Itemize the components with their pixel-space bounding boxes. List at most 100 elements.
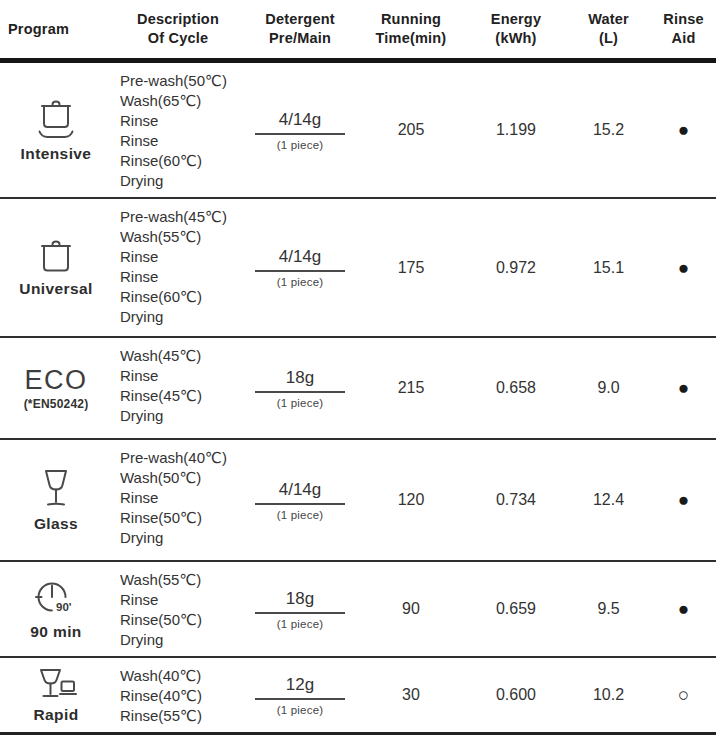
water-cell: 9.5 <box>566 600 651 618</box>
cycle-step: Rinse <box>120 131 244 151</box>
cycle-step: Drying <box>120 307 244 327</box>
cycle-cell: Wash(45℃) Rinse Rinse(45℃) Drying <box>112 338 244 438</box>
header-line: Description <box>112 10 244 29</box>
rinse-aid-cell: ● <box>651 258 716 278</box>
table-row: Intensive Pre-wash(50℃) Wash(65℃) Rinse … <box>0 63 716 199</box>
running-time-cell: 30 <box>356 686 466 704</box>
cycle-step: Rinse(60℃) <box>120 151 244 171</box>
water-cell: 12.4 <box>566 491 651 509</box>
cycle-step: Drying <box>120 630 244 650</box>
cycle-step: Wash(55℃) <box>120 227 244 247</box>
rinse-aid-dot: ○ <box>678 684 689 705</box>
header-line: Running <box>356 10 466 29</box>
intensive-pot-on-plate-icon <box>33 98 79 142</box>
cycle-step: Rinse(40℃) <box>120 686 244 706</box>
detergent-cell: 18g (1 piece) <box>244 368 356 409</box>
cycle-step: Pre-wash(45℃) <box>120 207 244 227</box>
running-time-cell: 205 <box>356 121 466 139</box>
water-cell: 15.2 <box>566 121 651 139</box>
header-line: Water <box>566 10 651 29</box>
detergent-amount: 4/14g <box>255 247 345 272</box>
cycle-cell: Pre-wash(50℃) Wash(65℃) Rinse Rinse Rins… <box>112 63 244 197</box>
detergent-amount: 18g <box>255 368 345 393</box>
header-rinse-aid: Rinse Aid <box>651 10 716 48</box>
header-line: Rinse <box>651 10 716 29</box>
rinse-aid-cell: ● <box>651 490 716 510</box>
header-line: Pre/Main <box>244 29 356 48</box>
rinse-aid-cell: ○ <box>651 685 716 705</box>
program-cell: ECO (*EN50242) <box>0 366 112 411</box>
cycle-step: Wash(40℃) <box>120 666 244 686</box>
cycle-step: Wash(55℃) <box>120 570 244 590</box>
rinse-aid-cell: ● <box>651 378 716 398</box>
detergent-cell: 4/14g (1 piece) <box>244 480 356 521</box>
header-line: Detergent <box>244 10 356 29</box>
detergent-amount: 4/14g <box>255 110 345 135</box>
detergent-note: (1 piece) <box>244 397 356 409</box>
universal-pot-icon <box>33 237 79 277</box>
program-name: Rapid <box>33 706 78 724</box>
rinse-aid-dot: ● <box>678 119 689 140</box>
header-detergent: Detergent Pre/Main <box>244 10 356 48</box>
header-line: Time(min) <box>356 29 466 48</box>
table-row: ECO (*EN50242) Wash(45℃) Rinse Rinse(45℃… <box>0 338 716 440</box>
cycle-step: Wash(50℃) <box>120 468 244 488</box>
energy-cell: 0.600 <box>466 686 566 704</box>
cycle-step: Drying <box>120 406 244 426</box>
detergent-amount: 4/14g <box>255 480 345 505</box>
program-cell: Universal <box>0 237 112 298</box>
program-cell: Glass <box>0 468 112 533</box>
program-name: Universal <box>19 280 92 298</box>
detergent-note: (1 piece) <box>244 276 356 288</box>
rinse-aid-cell: ● <box>651 120 716 140</box>
cycle-step: Wash(45℃) <box>120 346 244 366</box>
rinse-aid-dot: ● <box>678 377 689 398</box>
cycle-step: Drying <box>120 171 244 191</box>
water-cell: 15.1 <box>566 259 651 277</box>
cycle-step: Rinse <box>120 111 244 131</box>
table-header-row: Program Description Of Cycle Detergent P… <box>0 0 716 63</box>
cycle-step: Rinse(50℃) <box>120 508 244 528</box>
running-time-cell: 215 <box>356 379 466 397</box>
detergent-note: (1 piece) <box>244 618 356 630</box>
cycle-cell: Pre-wash(40℃) Wash(50℃) Rinse Rinse(50℃)… <box>112 440 244 560</box>
cycle-step: Pre-wash(40℃) <box>120 448 244 468</box>
header-line: Of Cycle <box>112 29 244 48</box>
header-line: Energy <box>466 10 566 29</box>
water-cell: 10.2 <box>566 686 651 704</box>
program-subtitle: (*EN50242) <box>24 397 89 411</box>
rapid-glass-and-cup-icon <box>33 667 79 703</box>
water-cell: 9.0 <box>566 379 651 397</box>
energy-cell: 0.972 <box>466 259 566 277</box>
header-program: Program <box>0 20 112 39</box>
header-water: Water (L) <box>566 10 651 48</box>
cycle-step: Rinse(50℃) <box>120 610 244 630</box>
energy-cell: 0.658 <box>466 379 566 397</box>
cycle-step: Rinse(55℃) <box>120 706 244 726</box>
header-line: Program <box>8 20 112 39</box>
cycle-step: Pre-wash(50℃) <box>120 71 244 91</box>
running-time-cell: 90 <box>356 600 466 618</box>
cycle-cell: Wash(40℃) Rinse(40℃) Rinse(55℃) <box>112 658 244 732</box>
rinse-aid-dot: ● <box>678 598 689 619</box>
cycle-step: Rinse <box>120 247 244 267</box>
header-energy: Energy (kWh) <box>466 10 566 48</box>
detergent-cell: 4/14g (1 piece) <box>244 110 356 151</box>
cycle-step: Rinse <box>120 590 244 610</box>
cycle-step: Rinse <box>120 366 244 386</box>
cycle-step: Rinse <box>120 267 244 287</box>
running-time-cell: 120 <box>356 491 466 509</box>
detergent-note: (1 piece) <box>244 509 356 521</box>
header-running-time: Running Time(min) <box>356 10 466 48</box>
cycle-step: Rinse(60℃) <box>120 287 244 307</box>
wine-glass-icon <box>33 468 79 512</box>
energy-cell: 0.734 <box>466 491 566 509</box>
energy-cell: 0.659 <box>466 600 566 618</box>
program-name: Glass <box>34 515 78 533</box>
cycle-step: Rinse(45℃) <box>120 386 244 406</box>
program-cell: Intensive <box>0 98 112 163</box>
rinse-aid-cell: ● <box>651 599 716 619</box>
program-cell: Rapid <box>0 667 112 724</box>
program-table: Program Description Of Cycle Detergent P… <box>0 0 716 735</box>
running-time-cell: 175 <box>356 259 466 277</box>
